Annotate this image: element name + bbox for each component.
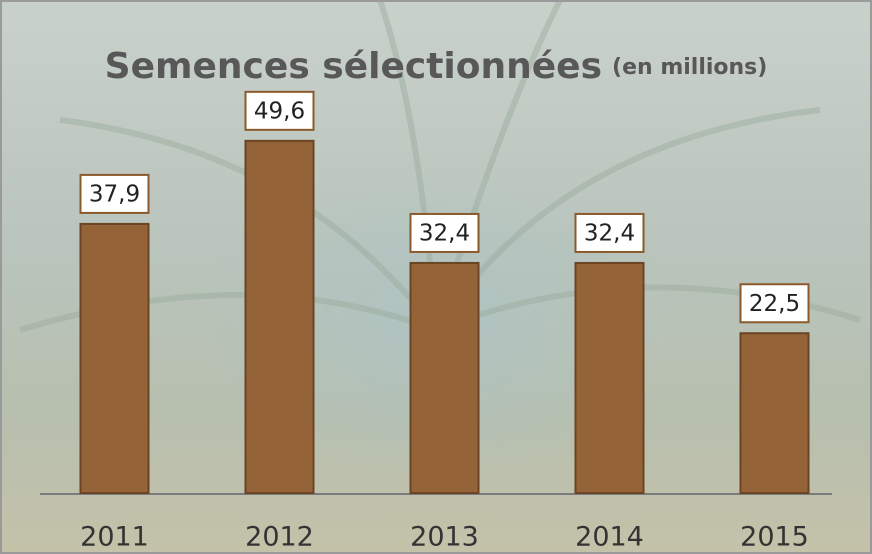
- chart: Semences sélectionnées (en millions) 2011…: [0, 0, 872, 554]
- value-label: 49,6: [254, 98, 305, 124]
- bar: [741, 333, 809, 493]
- value-label: 32,4: [584, 220, 635, 246]
- value-label: 37,9: [89, 181, 140, 207]
- value-label: 22,5: [749, 291, 800, 317]
- page: Semences sélectionnées (en millions) 2011…: [0, 0, 872, 554]
- x-tick-label: 2013: [410, 522, 479, 553]
- bar: [576, 263, 644, 493]
- x-tick-label: 2011: [80, 522, 149, 553]
- x-tick-label: 2014: [575, 522, 644, 553]
- title: Semences sélectionnées: [105, 46, 602, 87]
- bar: [81, 224, 149, 493]
- x-tick-label: 2012: [245, 522, 314, 553]
- x-tick-label: 2015: [740, 522, 809, 553]
- value-label: 32,4: [419, 220, 470, 246]
- bar: [411, 263, 479, 493]
- bar: [246, 141, 314, 493]
- subtitle: (en millions): [612, 55, 767, 80]
